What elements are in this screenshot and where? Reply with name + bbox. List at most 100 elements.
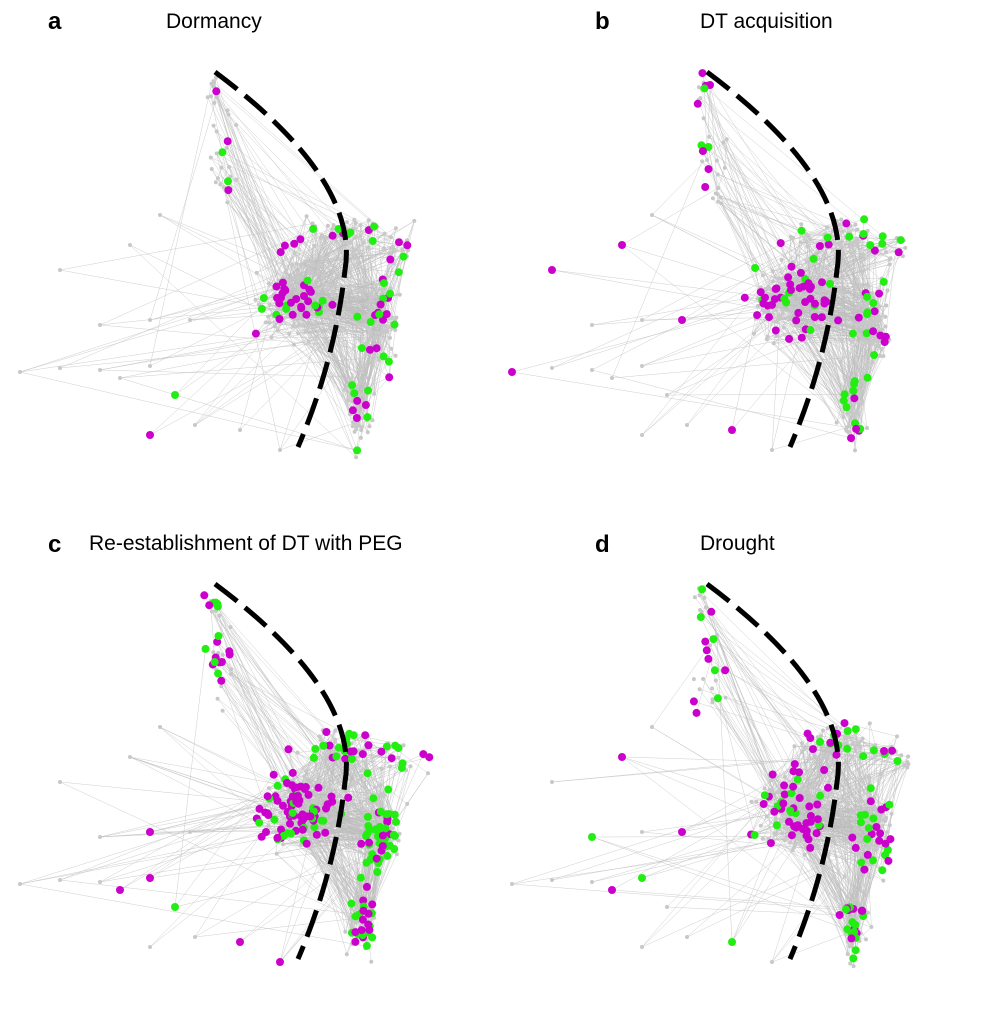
network-node: [391, 247, 396, 252]
network-node: [327, 818, 332, 823]
network-node: [550, 780, 554, 784]
network-node: [764, 814, 769, 819]
network-node: [148, 318, 152, 322]
network-node: [812, 753, 817, 758]
network-node: [396, 755, 401, 760]
green-node: [309, 753, 318, 762]
network-node: [864, 937, 868, 942]
network-node: [373, 330, 378, 335]
network-node: [792, 744, 797, 749]
network-node: [373, 785, 378, 790]
network-node: [269, 335, 274, 340]
network-node: [846, 430, 851, 434]
network-node: [306, 339, 311, 344]
network-node: [800, 293, 805, 298]
magenta-node: [789, 782, 798, 791]
network-node: [510, 882, 514, 886]
magenta-node: [812, 829, 821, 838]
magenta-node: [804, 835, 813, 844]
magenta-node: [847, 434, 855, 443]
green-node: [350, 389, 359, 398]
network-node: [843, 741, 848, 746]
magenta-node: [372, 344, 381, 353]
network-node: [771, 279, 775, 284]
network-node: [310, 221, 315, 226]
magenta-node: [818, 278, 826, 287]
network-node: [799, 801, 804, 806]
network-node: [325, 753, 330, 758]
network-node: [779, 282, 784, 287]
network-node: [853, 448, 857, 453]
network-node: [856, 332, 861, 337]
network-node: [325, 311, 330, 316]
network-node: [723, 695, 728, 700]
network-node: [841, 415, 846, 420]
network-node: [212, 101, 217, 105]
network-node: [857, 302, 862, 307]
network-node: [369, 959, 374, 964]
green-node: [391, 831, 399, 840]
green-node: [334, 743, 343, 752]
network-node: [325, 223, 330, 228]
network-node: [722, 165, 727, 170]
network-node: [345, 220, 349, 225]
green-node: [310, 823, 319, 832]
magenta-node: [349, 747, 358, 756]
green-node: [303, 276, 312, 285]
network-node: [905, 760, 910, 765]
magenta-node: [286, 819, 294, 828]
magenta-node: [377, 747, 386, 756]
magenta-node: [302, 839, 311, 848]
network-node: [650, 213, 654, 217]
green-node: [850, 377, 859, 386]
network-node: [640, 945, 644, 949]
green-node: [863, 292, 872, 301]
magenta-node: [358, 750, 367, 759]
magenta-node: [146, 874, 154, 882]
green-node: [390, 320, 399, 329]
dashed-divider-arc: [705, 581, 841, 960]
network-node: [866, 844, 871, 848]
network-node: [330, 226, 335, 231]
network-node: [219, 165, 224, 170]
magenta-node: [236, 938, 244, 946]
network-node: [710, 196, 715, 201]
magenta-node: [278, 278, 287, 287]
magenta-node: [304, 790, 313, 799]
magenta-node: [759, 800, 768, 808]
network-node: [871, 321, 876, 326]
network-node: [401, 743, 406, 748]
network-node: [344, 290, 349, 295]
green-node: [848, 329, 857, 338]
network-node: [218, 182, 223, 187]
network-node: [869, 337, 874, 342]
network-node: [299, 276, 303, 280]
magenta-node: [822, 297, 831, 306]
network-node: [848, 961, 853, 966]
network-node: [878, 772, 883, 777]
network-node: [220, 652, 225, 657]
network-node: [799, 222, 804, 227]
green-node: [318, 296, 327, 305]
magenta-node: [780, 781, 789, 790]
network-node: [859, 321, 864, 326]
network-node: [215, 696, 220, 701]
green-node: [382, 742, 391, 751]
network-node: [315, 270, 320, 275]
green-node: [843, 727, 852, 735]
network-node: [296, 331, 301, 336]
green-node: [750, 831, 759, 839]
network-node: [792, 845, 796, 850]
magenta-node: [328, 300, 337, 309]
green-node: [704, 143, 713, 151]
green-node: [348, 381, 357, 390]
green-node: [709, 635, 718, 644]
network-node: [234, 177, 239, 182]
network-node: [353, 221, 358, 225]
network-node: [324, 287, 329, 292]
green-node: [171, 391, 179, 399]
green-node: [334, 225, 343, 233]
green-node: [772, 821, 781, 830]
magenta-node: [776, 239, 785, 248]
network-node: [902, 763, 907, 768]
